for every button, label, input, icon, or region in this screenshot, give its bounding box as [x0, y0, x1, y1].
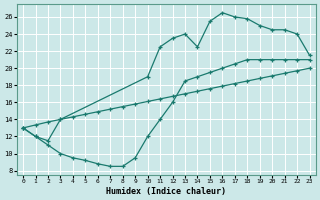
X-axis label: Humidex (Indice chaleur): Humidex (Indice chaleur): [106, 187, 226, 196]
